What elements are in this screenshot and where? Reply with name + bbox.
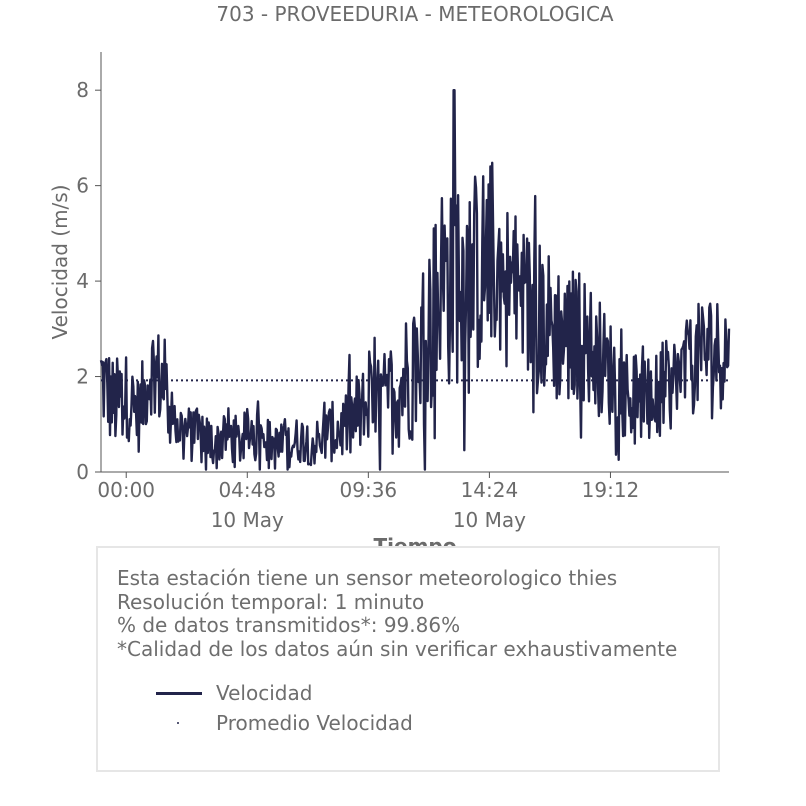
x-tick-label: 04:48 xyxy=(218,478,276,502)
x-tick-label: 14:24 xyxy=(461,478,519,502)
chart-title: 703 - PROVEEDURIA - METEOROLOGICA xyxy=(216,2,614,26)
info-line-transmitted: % de datos transmitidos*: 99.86% xyxy=(117,613,461,637)
y-tick-label: 6 xyxy=(76,174,89,198)
y-tick-label: 4 xyxy=(76,269,89,293)
x-tick-label: 19:12 xyxy=(582,478,640,502)
info-text: Esta estación tiene un sensor meteorolog… xyxy=(117,566,678,661)
legend-line-swatch xyxy=(156,681,202,705)
x-tick-label: 09:36 xyxy=(340,478,398,502)
legend-dot-swatch xyxy=(156,711,202,735)
legend-item-promedio: Promedio Velocidad xyxy=(156,711,413,735)
y-tick-label: 8 xyxy=(76,78,89,102)
legend-label: Promedio Velocidad xyxy=(216,711,413,735)
series-velocidad-line xyxy=(99,88,731,471)
info-line-sensor: Esta estación tiene un sensor meteorolog… xyxy=(117,566,618,590)
x-tick-label: 00:00 xyxy=(97,478,155,502)
y-tick-label: 0 xyxy=(76,460,89,484)
legend-item-velocidad: Velocidad xyxy=(156,681,312,705)
y-tick-label: 2 xyxy=(76,365,89,389)
x-tick-sublabel: 10 May xyxy=(453,508,526,532)
y-axis-label: Velocidad (m/s) xyxy=(48,184,72,339)
info-line-resolution: Resolución temporal: 1 minuto xyxy=(117,589,425,614)
legend-label: Velocidad xyxy=(216,681,313,705)
x-tick-sublabel: 10 May xyxy=(211,508,284,532)
plot-area: 0 2 4 6 8 00:00 04:48 10 May 09:36 14:24 10 May 19:… xyxy=(76,52,731,532)
info-panel: Esta estación tiene un sensor meteorolog… xyxy=(96,546,720,772)
info-line-quality: *Calidad de los datos aún sin verificar … xyxy=(117,636,678,661)
